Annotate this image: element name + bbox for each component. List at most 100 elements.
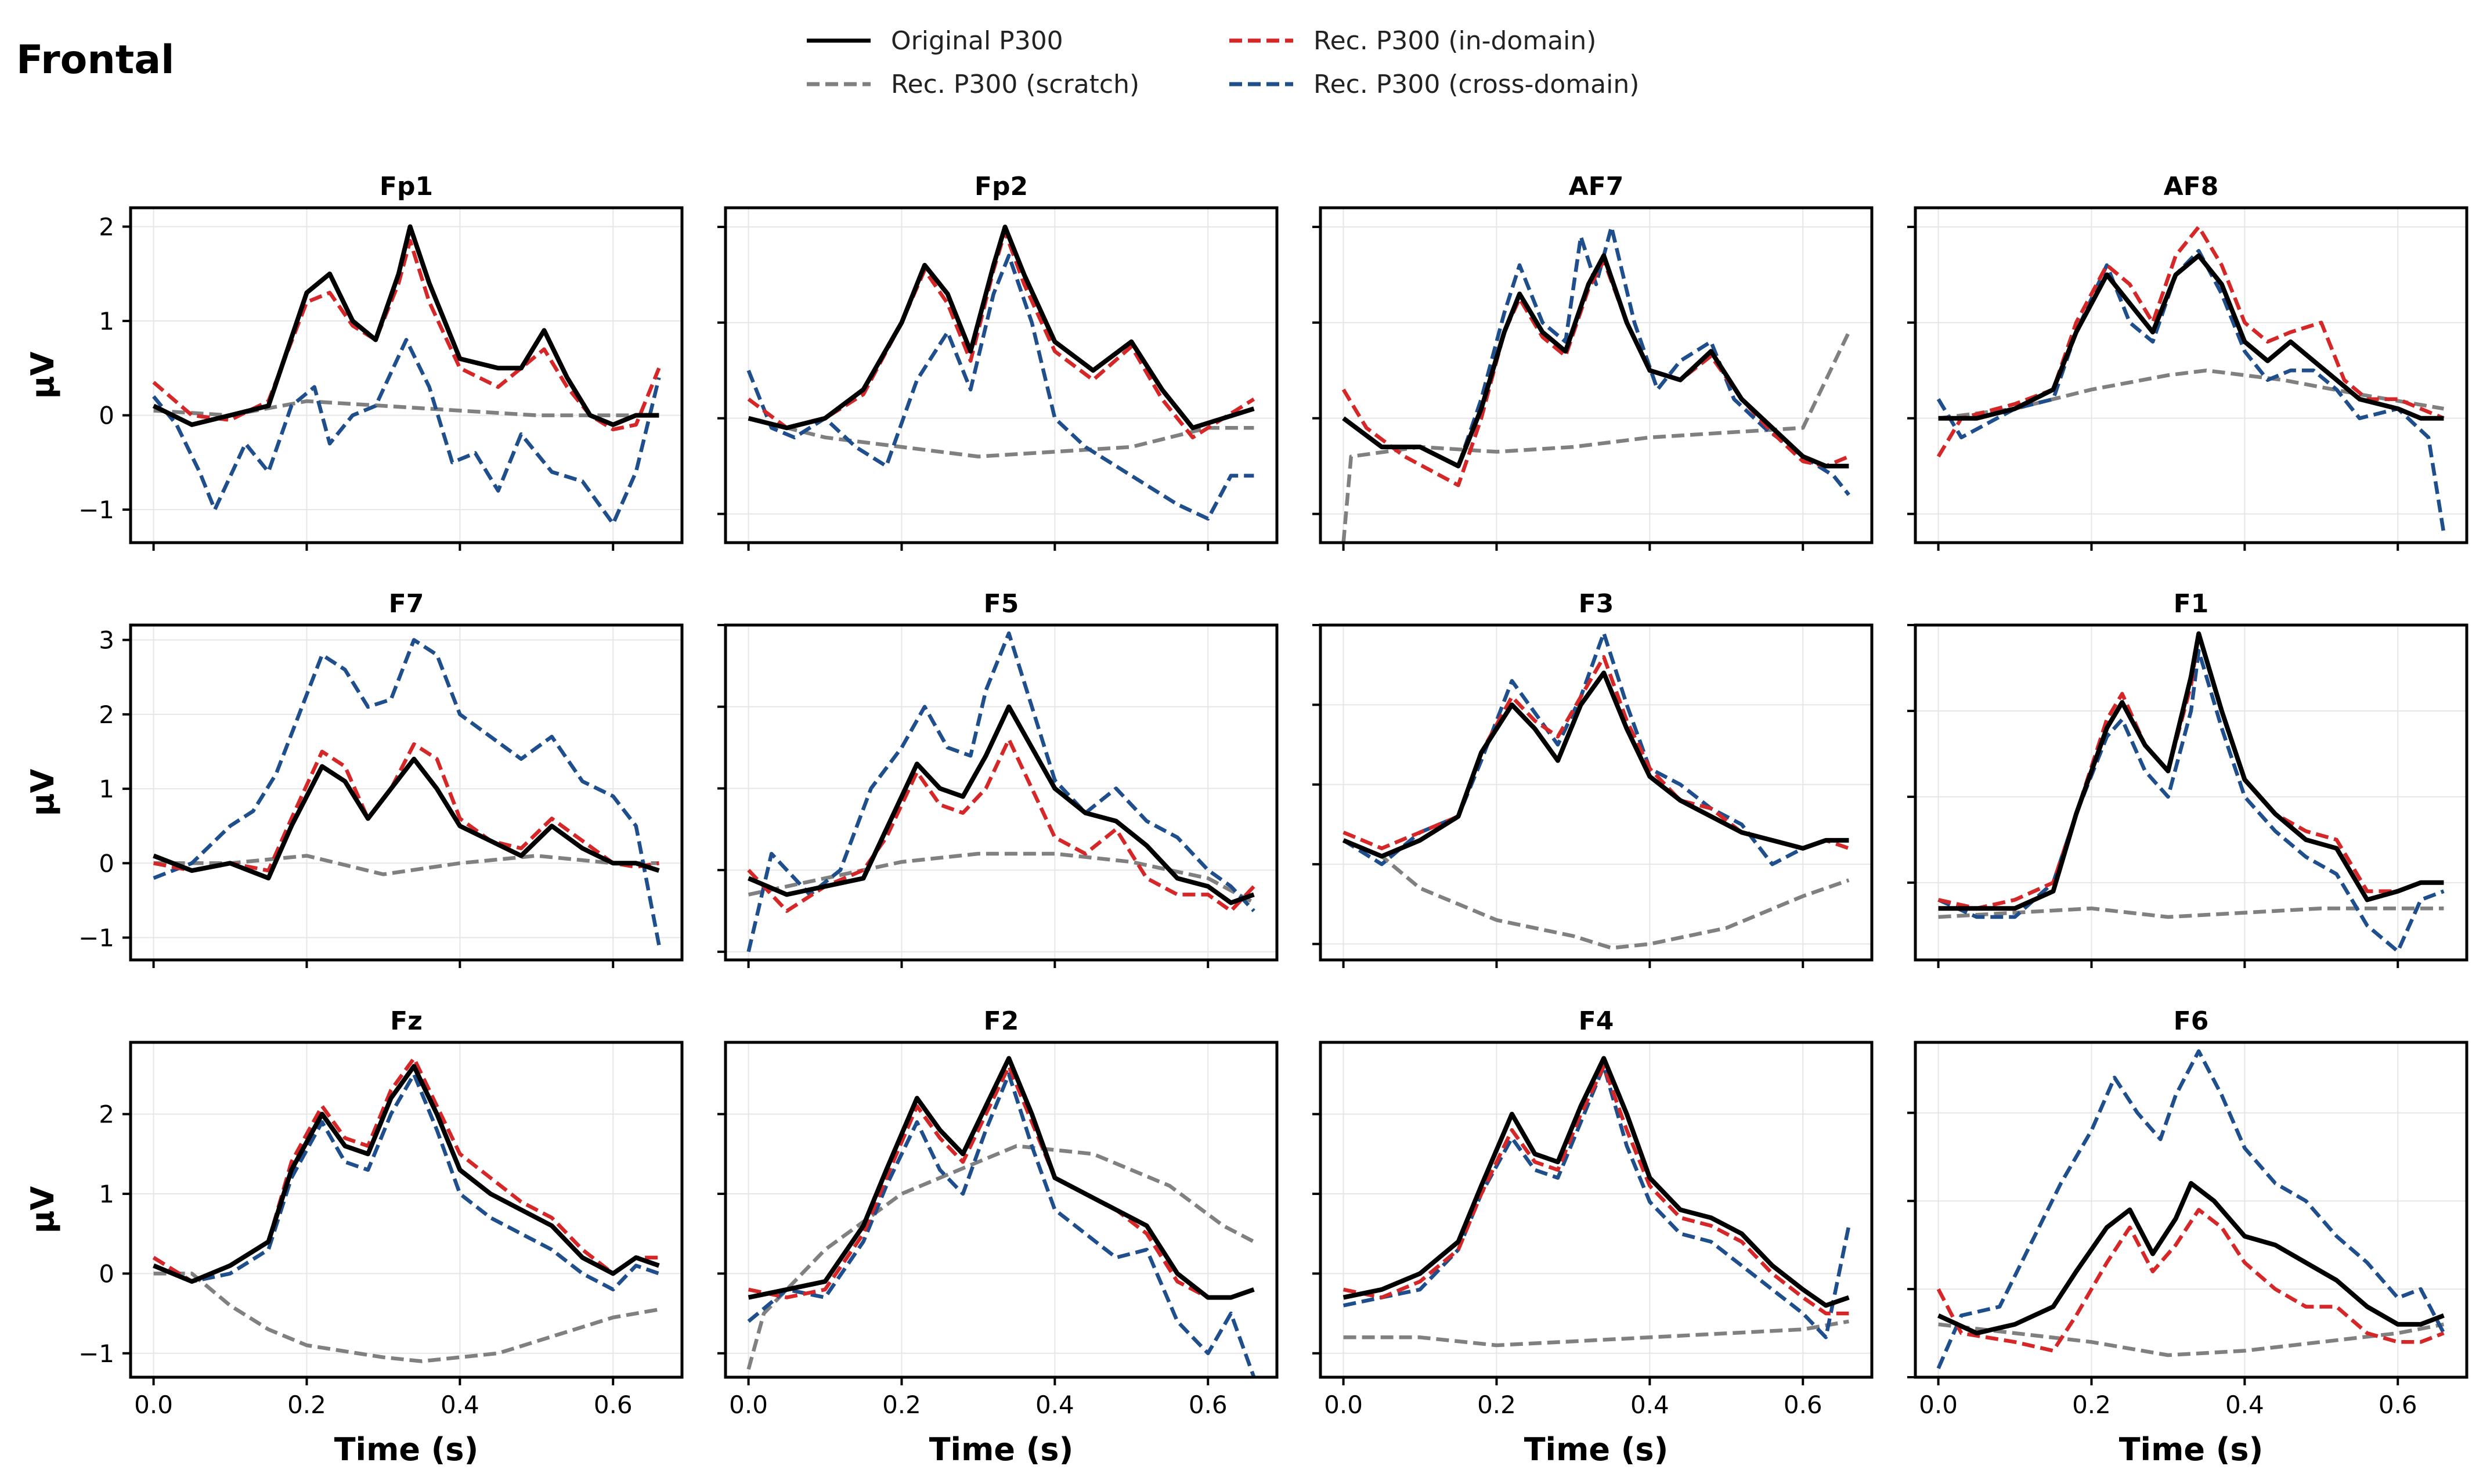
x-tick-label: 0.2: [882, 1391, 921, 1419]
x-tick-label: 0.4: [1035, 1391, 1074, 1419]
panel-title: F7: [389, 589, 424, 619]
series-scratch-f1: [1938, 906, 2444, 919]
legend-entry-scratch: Rec. P300 (scratch): [807, 70, 1139, 99]
series-original-fp2: [748, 225, 1255, 431]
series-original-fz: [153, 1064, 660, 1284]
y-tick-label: 0: [99, 1259, 114, 1288]
panel-frame: [129, 1041, 684, 1379]
x-tick-label: 0.4: [1630, 1391, 1669, 1419]
series-cross-domain-f5: [746, 631, 1255, 952]
series-original-f5: [748, 704, 1255, 905]
panel-fp2: Fp2: [717, 172, 1279, 551]
legend-entry-cross_domain: Rec. P300 (cross-domain): [1229, 70, 1639, 99]
series-cross-domain-f1: [1937, 649, 2445, 954]
series-in-domain-fz: [152, 1056, 659, 1284]
x-axis-label: Time (s): [334, 1431, 479, 1468]
panel-title: F6: [2174, 1006, 2209, 1036]
y-tick-label: 1: [99, 775, 114, 803]
y-axis-label: µV: [24, 769, 61, 817]
panel-af7: AF7: [1312, 172, 1874, 551]
series-in-domain-f4: [1342, 1064, 1849, 1316]
x-tick-label: 0.0: [1919, 1391, 1958, 1419]
panel-title: F2: [984, 1006, 1019, 1036]
y-tick-label: −1: [78, 924, 114, 952]
series-original-af7: [1342, 253, 1849, 469]
series-group: [1341, 225, 1851, 543]
series-cross-domain-fp1: [152, 338, 661, 526]
x-tick-label: 0.2: [1477, 1391, 1516, 1419]
series-group: [1936, 1049, 2446, 1370]
series-original-f6: [1937, 1180, 2445, 1336]
series-cross-domain-f6: [1936, 1049, 2446, 1370]
series-original-fp1: [152, 224, 659, 427]
legend-entry-original: Original P300: [807, 26, 1063, 56]
x-tick-label: 0.0: [729, 1391, 768, 1419]
legend-label-cross_domain: Rec. P300 (cross-domain): [1313, 70, 1639, 99]
series-scratch-f5: [748, 851, 1255, 905]
series-cross-domain-f7: [153, 638, 661, 946]
panel-fz: Fz 0.0 0.2 0.4 0.6 Time (s) −1 0 1 2 µV: [24, 1006, 684, 1468]
y-tick-label: 3: [99, 626, 114, 655]
y-tick-label: 0: [99, 849, 114, 878]
series-scratch-fp2: [748, 416, 1254, 458]
series-group: [152, 224, 661, 526]
panel-title: F4: [1579, 1006, 1614, 1036]
y-tick-label: −1: [78, 1339, 114, 1368]
series-scratch-af7: [1341, 331, 1851, 543]
panel-f3: F3: [1312, 589, 1874, 968]
legend-label-scratch: Rec. P300 (scratch): [891, 70, 1139, 99]
series-group: [1936, 225, 2446, 534]
legend-entry-in_domain: Rec. P300 (in-domain): [1229, 26, 1596, 56]
panel-f6: F6 0.0 0.2 0.4 0.6 Time (s): [1907, 1006, 2468, 1468]
panel-f5: F5: [717, 589, 1279, 968]
figure-title: Frontal: [16, 37, 175, 83]
panel-frame: [1914, 623, 2468, 962]
panel-title: Fp2: [975, 172, 1028, 201]
x-tick-label: 0.6: [2379, 1391, 2417, 1419]
series-scratch-fz: [153, 1272, 659, 1363]
series-group: [1937, 631, 2445, 954]
panel-f7: F7 −1 0 1 2 3 µV: [24, 589, 684, 968]
series-original-f2: [748, 1056, 1255, 1300]
series-original-f3: [1342, 670, 1849, 859]
series-scratch-f7: [153, 854, 659, 876]
series-cross-domain-fp2: [746, 254, 1254, 521]
series-cross-domain-af8: [1936, 248, 2446, 534]
series-scratch-f2: [746, 1144, 1255, 1370]
x-tick-label: 0.0: [134, 1391, 173, 1419]
series-scratch-f6: [1938, 1322, 2445, 1357]
x-axis-label: Time (s): [2119, 1431, 2264, 1468]
panel-frame: [129, 623, 684, 962]
legend-label-original: Original P300: [891, 26, 1063, 56]
series-group: [1342, 631, 1850, 950]
x-tick-label: 0.6: [1784, 1391, 1822, 1419]
panels: Fp1 −1 0 1 2 µV Fp2 AF7 AF8 F7 −1 0 1 2 3 µV F5 F3 F1 Fz 0.0…: [24, 172, 2468, 1468]
series-cross-domain-f4: [1342, 1064, 1851, 1339]
y-tick-label: 1: [99, 1180, 114, 1208]
series-in-domain-f7: [153, 742, 659, 873]
panel-frame: [724, 1041, 1279, 1379]
panel-frame: [129, 206, 684, 544]
y-tick-label: 2: [99, 701, 114, 729]
series-cross-domain-f2: [747, 1072, 1256, 1377]
x-tick-label: 0.6: [1189, 1391, 1228, 1419]
x-tick-label: 0.4: [2225, 1391, 2264, 1419]
legend-label-in_domain: Rec. P300 (in-domain): [1313, 26, 1596, 56]
panel-fp1: Fp1 −1 0 1 2 µV: [24, 172, 684, 551]
series-group: [746, 1056, 1256, 1377]
series-scratch-f3: [1342, 838, 1850, 950]
panel-title: AF7: [1569, 172, 1624, 201]
x-tick-label: 0.2: [287, 1391, 326, 1419]
panel-frame: [1914, 206, 2468, 544]
series-group: [152, 1056, 660, 1363]
series-group: [1342, 1056, 1851, 1348]
x-tick-label: 0.4: [441, 1391, 479, 1419]
series-scratch-fp1: [153, 399, 659, 417]
panel-frame: [724, 206, 1279, 544]
x-tick-label: 0.0: [1324, 1391, 1363, 1419]
series-original-f7: [153, 756, 660, 880]
y-tick-label: 2: [99, 213, 114, 241]
x-axis-label: Time (s): [929, 1431, 1074, 1468]
series-scratch-f4: [1343, 1319, 1849, 1348]
